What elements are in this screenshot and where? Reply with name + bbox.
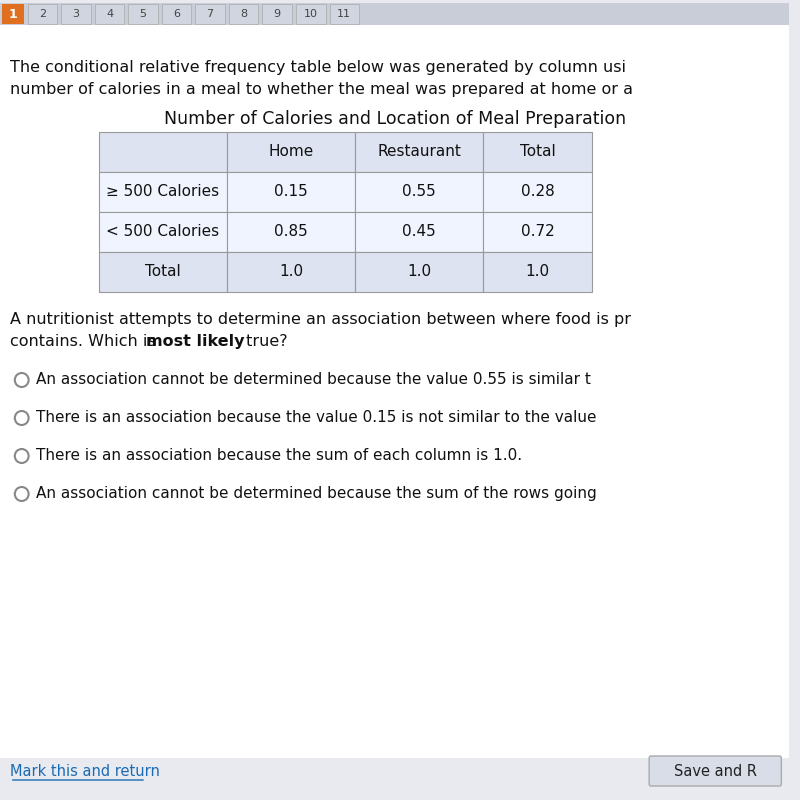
FancyBboxPatch shape: [128, 4, 158, 24]
Text: Mark this and return: Mark this and return: [10, 765, 160, 779]
Text: Total: Total: [145, 265, 181, 279]
Text: 1.0: 1.0: [526, 265, 550, 279]
Text: 1.0: 1.0: [407, 265, 431, 279]
FancyBboxPatch shape: [195, 4, 225, 24]
Text: Number of Calories and Location of Meal Preparation: Number of Calories and Location of Meal …: [163, 110, 626, 128]
Text: 8: 8: [240, 9, 247, 19]
Text: number of calories in a meal to whether the meal was prepared at home or a: number of calories in a meal to whether …: [10, 82, 633, 97]
Text: 2: 2: [39, 9, 46, 19]
FancyBboxPatch shape: [98, 212, 227, 252]
Text: < 500 Calories: < 500 Calories: [106, 225, 219, 239]
FancyBboxPatch shape: [28, 4, 58, 24]
FancyBboxPatch shape: [355, 172, 483, 212]
Text: An association cannot be determined because the sum of the rows going: An association cannot be determined beca…: [35, 486, 596, 501]
Text: contains. Which is: contains. Which is: [10, 334, 161, 349]
Text: 1: 1: [9, 7, 18, 21]
Text: 0.15: 0.15: [274, 185, 308, 199]
FancyBboxPatch shape: [0, 758, 790, 800]
Text: 3: 3: [73, 9, 79, 19]
Text: Total: Total: [520, 145, 555, 159]
FancyBboxPatch shape: [227, 132, 355, 172]
FancyBboxPatch shape: [0, 25, 790, 800]
Text: 11: 11: [338, 9, 351, 19]
FancyBboxPatch shape: [98, 172, 227, 212]
FancyBboxPatch shape: [483, 252, 592, 292]
Text: An association cannot be determined because the value 0.55 is similar t: An association cannot be determined beca…: [35, 372, 590, 387]
Text: 0.72: 0.72: [521, 225, 554, 239]
FancyBboxPatch shape: [649, 756, 782, 786]
FancyBboxPatch shape: [330, 4, 359, 24]
Text: Save and R: Save and R: [674, 765, 757, 779]
Text: A nutritionist attempts to determine an association between where food is pr: A nutritionist attempts to determine an …: [10, 312, 631, 327]
Text: 0.28: 0.28: [521, 185, 554, 199]
FancyBboxPatch shape: [227, 172, 355, 212]
Text: ≥ 500 Calories: ≥ 500 Calories: [106, 185, 219, 199]
FancyBboxPatch shape: [98, 132, 227, 172]
Text: Restaurant: Restaurant: [378, 145, 462, 159]
Text: There is an association because the value 0.15 is not similar to the value: There is an association because the valu…: [35, 410, 596, 425]
FancyBboxPatch shape: [483, 172, 592, 212]
FancyBboxPatch shape: [227, 212, 355, 252]
FancyBboxPatch shape: [98, 252, 227, 292]
Text: 10: 10: [304, 9, 318, 19]
FancyBboxPatch shape: [483, 132, 592, 172]
FancyBboxPatch shape: [229, 4, 258, 24]
Text: 4: 4: [106, 9, 113, 19]
Text: 7: 7: [206, 9, 214, 19]
FancyBboxPatch shape: [355, 132, 483, 172]
Text: 1.0: 1.0: [279, 265, 303, 279]
FancyBboxPatch shape: [355, 252, 483, 292]
FancyBboxPatch shape: [227, 252, 355, 292]
Text: Home: Home: [269, 145, 314, 159]
FancyBboxPatch shape: [162, 4, 191, 24]
FancyBboxPatch shape: [483, 212, 592, 252]
FancyBboxPatch shape: [2, 4, 24, 24]
FancyBboxPatch shape: [296, 4, 326, 24]
Text: 0.85: 0.85: [274, 225, 308, 239]
FancyBboxPatch shape: [94, 4, 124, 24]
Text: There is an association because the sum of each column is 1.0.: There is an association because the sum …: [35, 448, 522, 463]
FancyBboxPatch shape: [0, 3, 790, 25]
Text: The conditional relative frequency table below was generated by column usi: The conditional relative frequency table…: [10, 60, 626, 75]
Text: true?: true?: [241, 334, 287, 349]
Text: 5: 5: [139, 9, 146, 19]
Text: 0.45: 0.45: [402, 225, 436, 239]
Text: most likely: most likely: [146, 334, 245, 349]
FancyBboxPatch shape: [61, 4, 90, 24]
Text: 0.55: 0.55: [402, 185, 436, 199]
FancyBboxPatch shape: [262, 4, 292, 24]
FancyBboxPatch shape: [355, 212, 483, 252]
Text: 6: 6: [173, 9, 180, 19]
Text: 9: 9: [274, 9, 281, 19]
